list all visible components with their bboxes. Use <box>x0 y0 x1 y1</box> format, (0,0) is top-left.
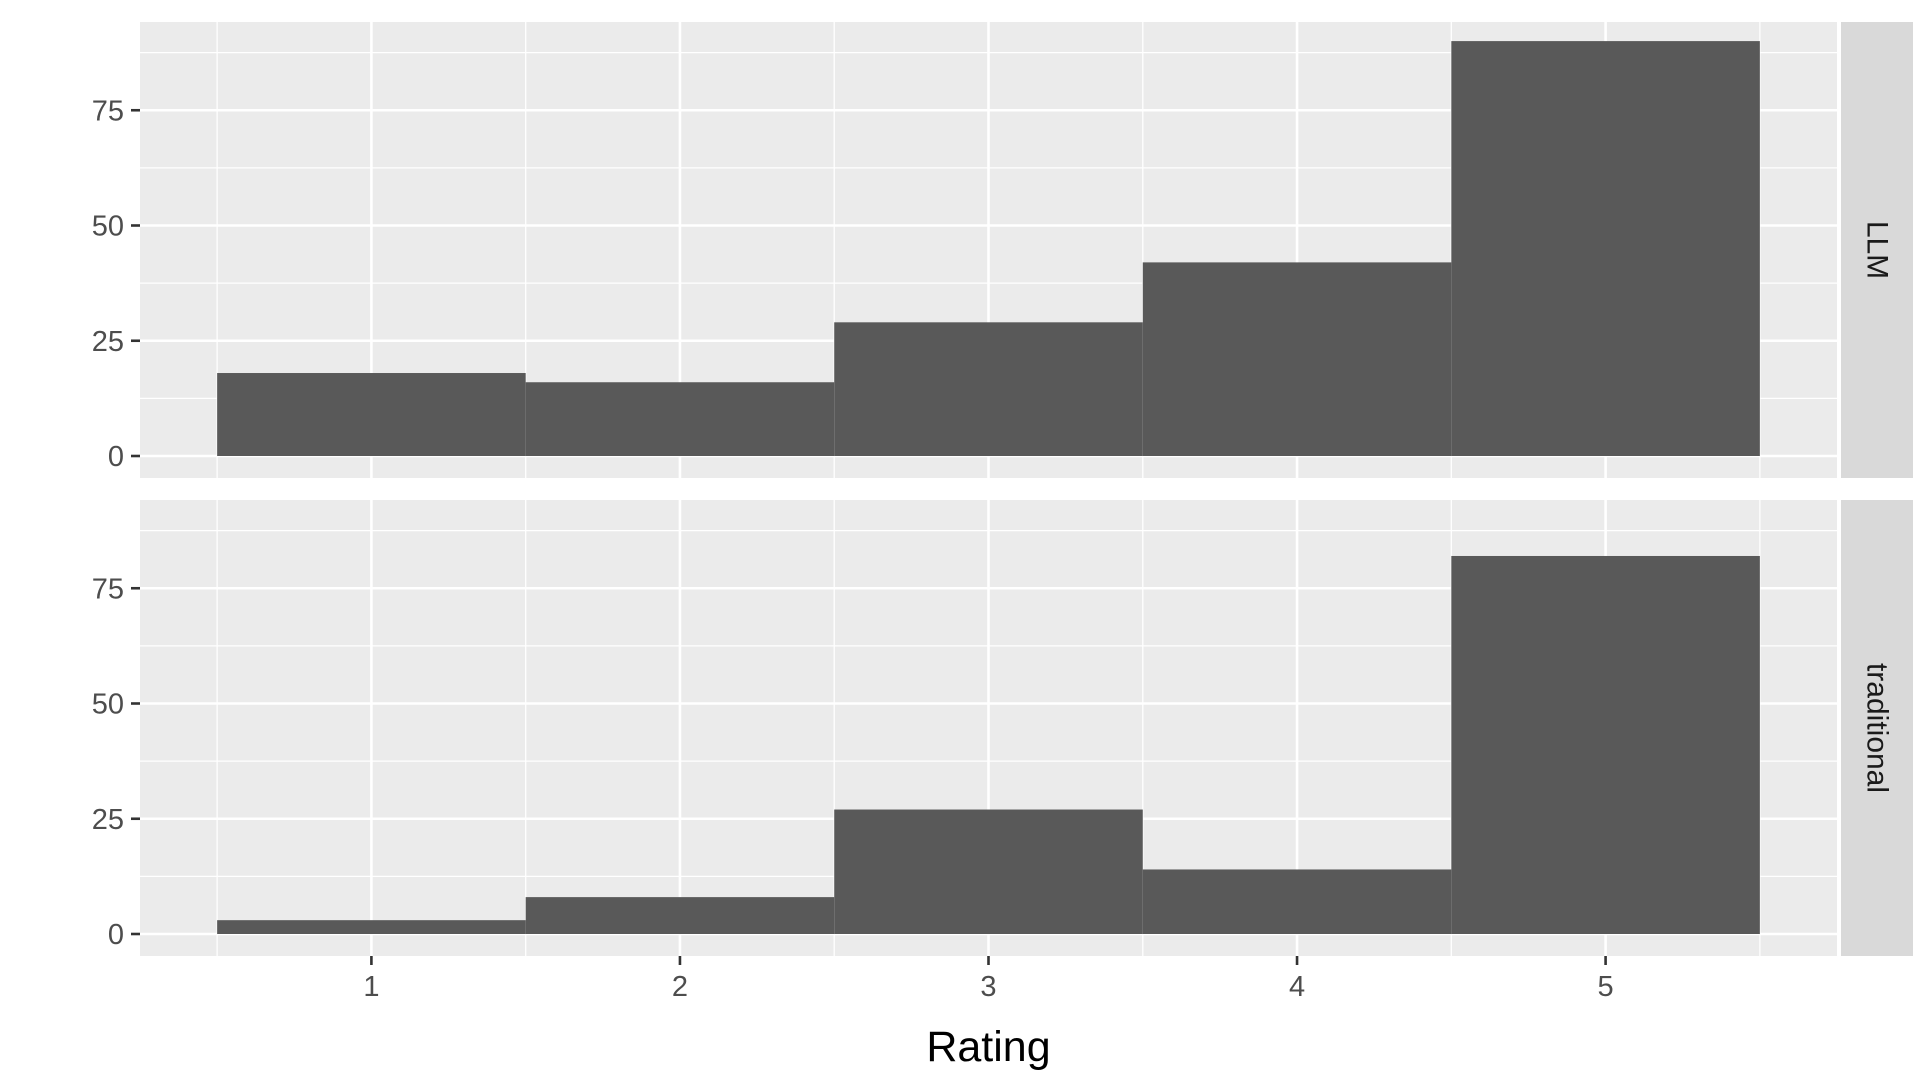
facet-panels: 0 25 50 75 LLM 0 25 50 75 traditional <box>92 22 1913 956</box>
bar-traditional-1 <box>217 920 526 934</box>
y-tick-label: 0 <box>108 919 124 951</box>
facet-strip <box>1841 500 1913 956</box>
y-tick-label: 0 <box>108 441 124 473</box>
y-tick-label: 50 <box>92 689 124 721</box>
x-tick-label: 4 <box>1289 971 1305 1003</box>
bar-LLM-4 <box>1142 262 1452 456</box>
bar-LLM-5 <box>1451 41 1760 456</box>
bar-LLM-2 <box>525 382 835 456</box>
y-tick-label: 50 <box>92 211 124 243</box>
bar-LLM-1 <box>217 373 526 456</box>
x-tick-label: 2 <box>672 971 688 1003</box>
facet-strip <box>1841 22 1913 478</box>
bar-traditional-2 <box>525 897 835 934</box>
y-tick-label: 75 <box>92 573 124 605</box>
x-tick-label: 3 <box>980 971 996 1003</box>
y-tick-label: 25 <box>92 326 124 358</box>
x-axis-title: Rating <box>926 1023 1050 1071</box>
y-tick-label: 75 <box>92 95 124 127</box>
facet-strip-label: traditional <box>1861 663 1894 793</box>
facet-panel-traditional: 0 25 50 75 traditional <box>92 500 1913 956</box>
bar-traditional-5 <box>1451 555 1760 934</box>
bar-traditional-3 <box>834 809 1143 934</box>
x-axis: 1 2 3 4 5 <box>363 956 1614 1003</box>
x-tick-label: 1 <box>363 971 379 1003</box>
facet-panel-LLM: 0 25 50 75 LLM <box>92 22 1913 478</box>
y-tick-label: 25 <box>92 804 124 836</box>
bar-LLM-3 <box>834 322 1143 456</box>
bar-traditional-4 <box>1142 869 1452 934</box>
facet-strip-label: LLM <box>1861 221 1894 279</box>
x-tick-label: 5 <box>1598 971 1614 1003</box>
